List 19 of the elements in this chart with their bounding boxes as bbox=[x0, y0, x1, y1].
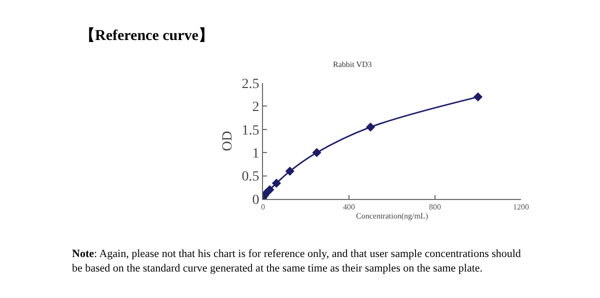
chart-title: 【Reference curve】 bbox=[80, 27, 214, 44]
x-tick-label: 1200 bbox=[513, 202, 529, 212]
x-tick-label: 800 bbox=[429, 202, 441, 212]
point bbox=[312, 148, 322, 158]
x-axis-title: Concentration(ng/mL) bbox=[356, 212, 428, 221]
y-axis-title: OD bbox=[220, 130, 236, 152]
x-tick-label: 400 bbox=[343, 202, 355, 212]
y-tick-label: 2.5 bbox=[242, 76, 260, 92]
y-tick-label: 1.5 bbox=[242, 123, 260, 138]
point bbox=[272, 178, 281, 188]
text: Note: Again, please not that his chart is for reference only, and that user sample concentrations should be based on the standard curve generated at the same time as their samples on the same plate. bbox=[72, 248, 522, 274]
y-tick-label: 0.5 bbox=[242, 170, 260, 185]
point bbox=[265, 185, 274, 194]
point bbox=[366, 122, 376, 132]
point bbox=[473, 92, 483, 102]
y-tick-label: 2 bbox=[252, 100, 260, 116]
point bbox=[285, 166, 294, 176]
chart-subtitle: Rabbit VD3 bbox=[333, 60, 372, 69]
y-tick-label: 1 bbox=[252, 146, 260, 162]
